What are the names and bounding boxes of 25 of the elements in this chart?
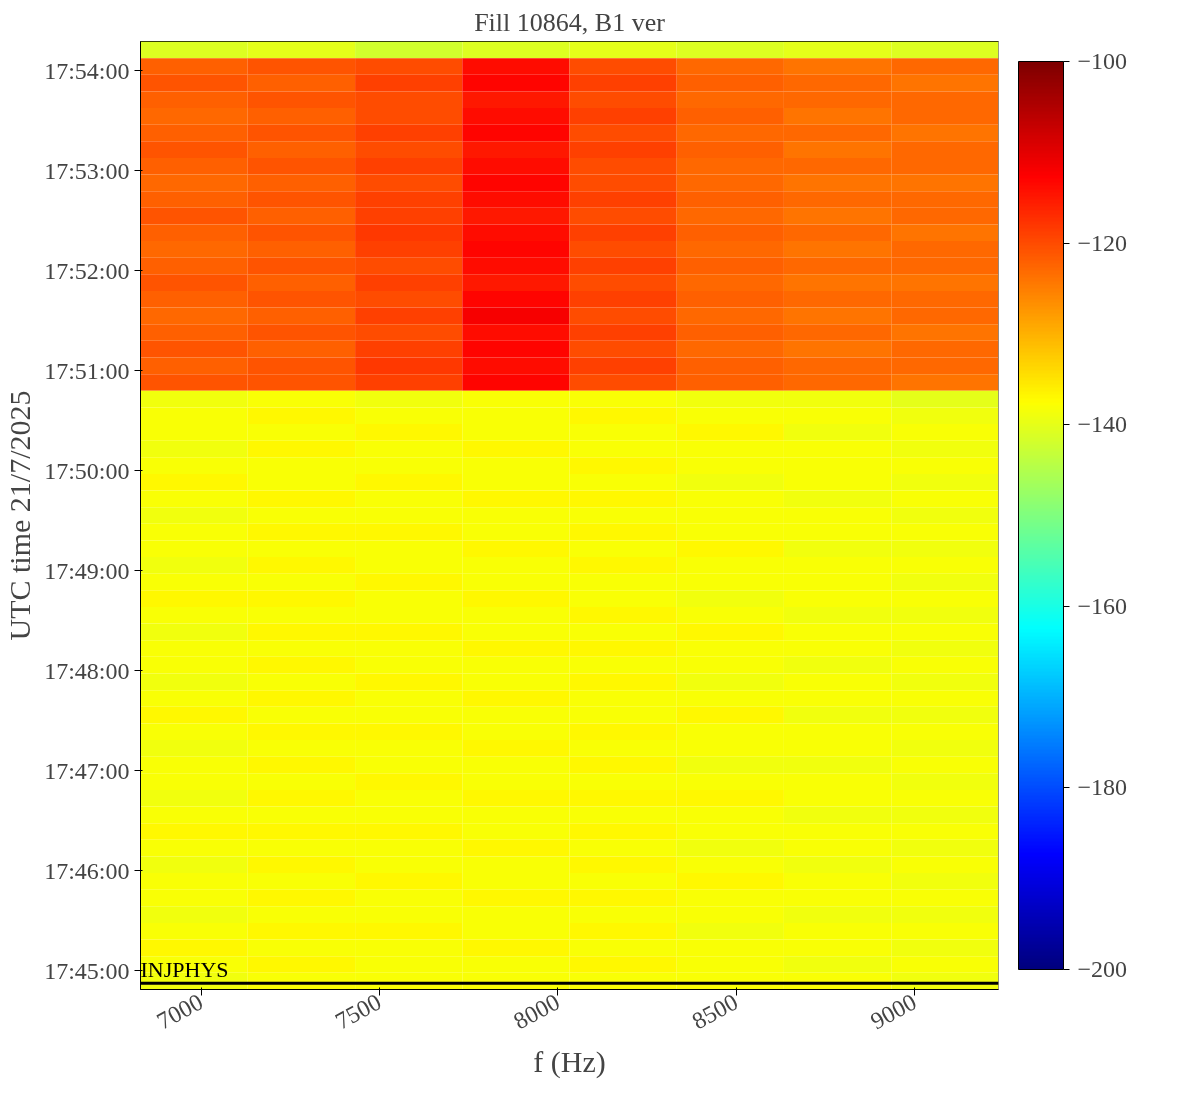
y-tick-label: 17:47:00 [44, 757, 130, 784]
color-bar-label: −120 [1077, 229, 1128, 256]
x-tick-label: 8000 [509, 988, 564, 1035]
color-bar-label: −180 [1077, 774, 1128, 801]
y-tick-label: 17:45:00 [44, 957, 130, 984]
x-tick-label: 9000 [866, 988, 921, 1035]
y-tick-label: 17:52:00 [44, 257, 130, 284]
y-tick-label: 17:49:00 [44, 557, 130, 584]
y-tick-label: 17:48:00 [44, 657, 130, 684]
y-tick-label: 17:50:00 [44, 457, 130, 484]
x-axis-title: f (Hz) [533, 1044, 606, 1079]
chart-title: Fill 10864, B1 ver [474, 7, 666, 37]
y-axis-title: UTC time 21/7/2025 [3, 390, 37, 641]
y-tick-label: 17:46:00 [44, 857, 130, 884]
color-bar-label: −200 [1077, 956, 1128, 982]
x-tick-label: 8500 [687, 988, 743, 1035]
y-tick-label: 17:53:00 [44, 157, 130, 184]
x-tick-label: 7000 [152, 988, 208, 1035]
ref-line-label: INJPHYS [140, 957, 229, 983]
x-tick-label: 7500 [330, 988, 386, 1035]
y-tick-label: 17:54:00 [44, 57, 130, 84]
color-bar-label: −160 [1077, 592, 1128, 619]
y-tick-label: 17:51:00 [44, 357, 130, 384]
color-bar-label: −100 [1077, 48, 1128, 74]
color-bar-label: −140 [1077, 411, 1128, 438]
